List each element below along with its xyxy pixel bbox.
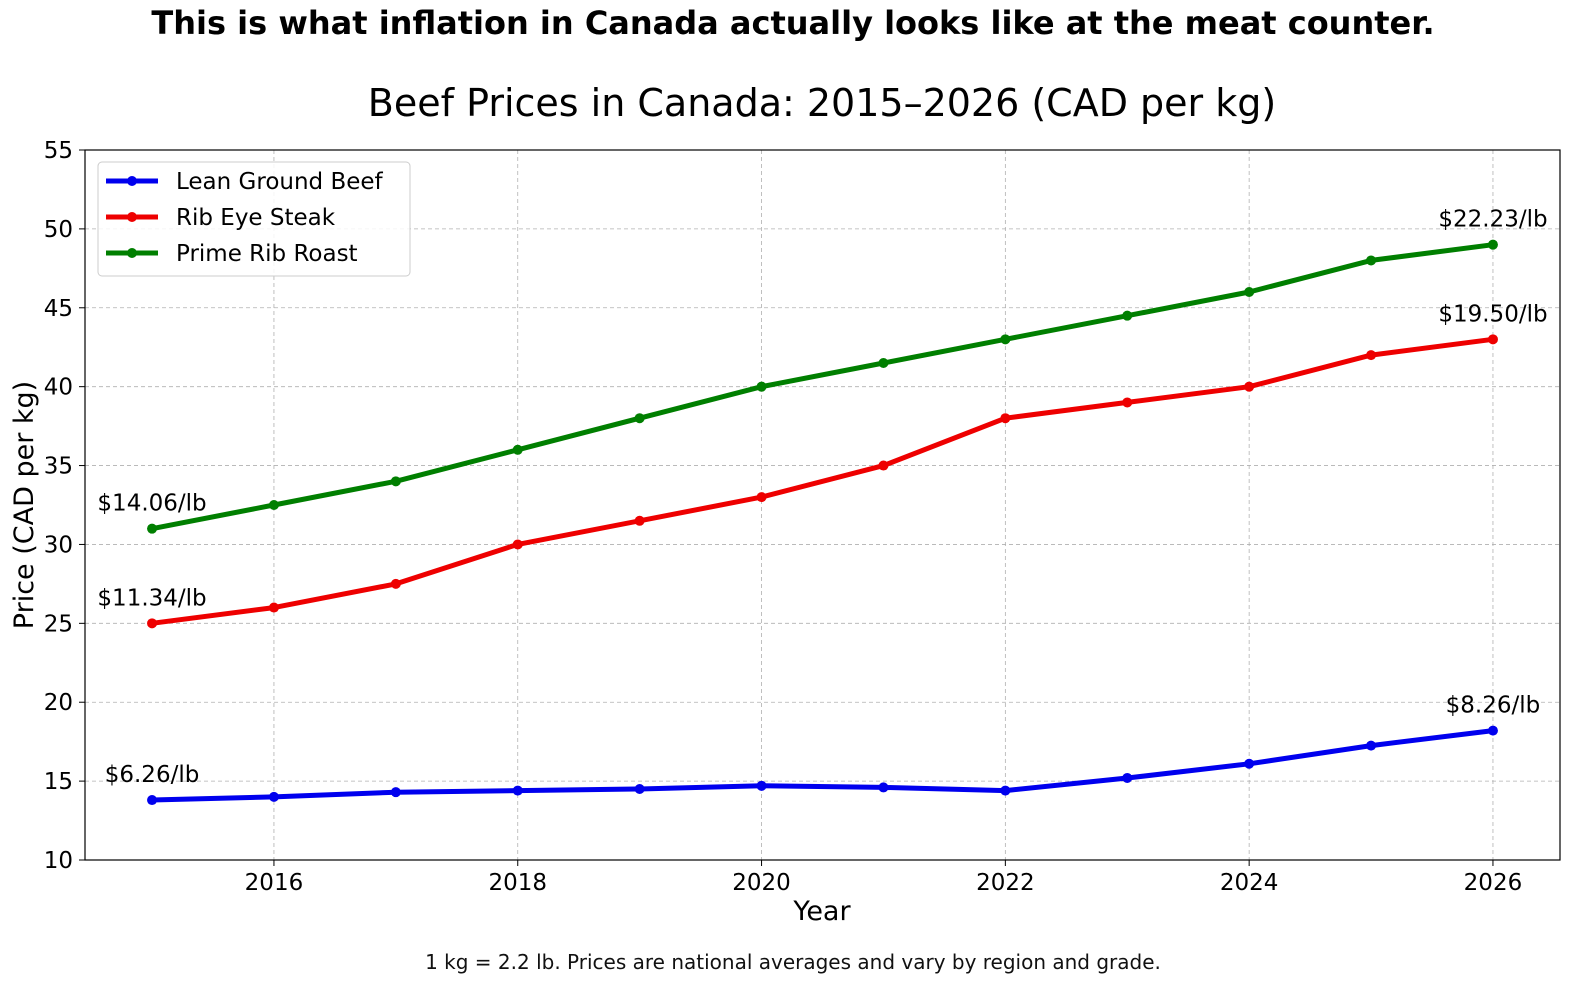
data-point-prime-rib-roast [1366, 255, 1377, 266]
y-tick-label: 50 [44, 217, 73, 243]
axes: 10 15 20 25 30 35 40 45 50 55 2016 2018 2020 2022 2024… [44, 138, 1523, 896]
y-tick-label: 40 [44, 375, 73, 401]
y-tick-label: 25 [44, 611, 73, 637]
data-point-rib-eye-steak [634, 515, 645, 526]
data-point-prime-rib-roast [1122, 310, 1133, 321]
data-point-prime-rib-roast [147, 523, 158, 534]
price-annotations: $6.26/lb $8.26/lb $11.34/lb $19.50/lb $14.06… [97, 207, 1547, 788]
end-price-label: $22.23/lb [1438, 207, 1547, 233]
series-line-lean-ground-beef [149, 728, 1496, 803]
start-price-label: $6.26/lb [105, 762, 200, 788]
legend-label-prime-rib-roast: Prime Rib Roast [176, 241, 358, 267]
start-price-label: $14.06/lb [97, 491, 206, 517]
data-point-rib-eye-steak [1244, 381, 1255, 392]
legend-marker [127, 176, 137, 186]
data-point-prime-rib-roast [512, 444, 523, 455]
legend-marker [127, 212, 137, 222]
data-point-rib-eye-steak [1000, 413, 1011, 424]
x-tick-label: 2022 [976, 870, 1035, 896]
plot-frame [84, 149, 1561, 861]
end-price-label: $8.26/lb [1446, 693, 1541, 719]
x-tick-label: 2018 [488, 870, 547, 896]
y-tick-label: 20 [44, 690, 73, 716]
data-point-prime-rib-roast [1000, 334, 1011, 345]
y-tick-label: 15 [44, 769, 73, 795]
y-tick-label: 55 [44, 138, 73, 164]
data-point-lean-ground-beef [268, 791, 279, 802]
data-point-lean-ground-beef [1487, 725, 1498, 736]
data-point-prime-rib-roast [1244, 287, 1255, 297]
data-point-lean-ground-beef [756, 780, 767, 791]
data-point-lean-ground-beef [512, 785, 523, 796]
legend-label-rib-eye-steak: Rib Eye Steak [176, 205, 336, 231]
data-point-lean-ground-beef [634, 784, 645, 794]
y-tick-label: 45 [44, 296, 73, 322]
data-point-rib-eye-steak [268, 602, 279, 613]
data-point-rib-eye-steak [1487, 334, 1498, 345]
data-point-rib-eye-steak [512, 539, 523, 550]
start-price-label: $11.34/lb [97, 585, 206, 611]
data-point-rib-eye-steak [390, 578, 401, 589]
data-point-prime-rib-roast [756, 381, 767, 392]
x-axis-label: Year [792, 896, 851, 927]
data-point-lean-ground-beef [390, 787, 401, 798]
legend-box [97, 161, 411, 277]
data-point-lean-ground-beef [1122, 772, 1133, 783]
data-point-rib-eye-steak [147, 618, 158, 629]
legend-label-lean-ground-beef: Lean Ground Beef [176, 169, 384, 195]
data-point-rib-eye-steak [1366, 350, 1377, 361]
y-tick-label: 30 [44, 532, 73, 558]
end-price-label: $19.50/lb [1438, 301, 1547, 327]
x-tick-label: 2016 [245, 870, 304, 896]
data-point-lean-ground-beef [1244, 758, 1255, 769]
x-tick-label: 2024 [1220, 870, 1279, 896]
data-point-lean-ground-beef [147, 795, 158, 806]
data-point-prime-rib-roast [634, 413, 645, 424]
y-tick-label: 10 [44, 848, 73, 874]
data-point-rib-eye-steak [756, 492, 767, 503]
data-point-prime-rib-roast [1487, 239, 1498, 250]
data-point-lean-ground-beef [1000, 785, 1011, 796]
y-axis-label: Price (CAD per kg) [9, 381, 40, 629]
data-point-lean-ground-beef [1366, 740, 1377, 751]
headline: This is what inflation in Canada actuall… [151, 4, 1435, 42]
y-tick-label: 35 [44, 454, 73, 480]
data-point-rib-eye-steak [878, 460, 889, 471]
data-point-prime-rib-roast [268, 500, 279, 510]
legend-marker [127, 248, 137, 258]
series-line-prime-rib-roast [149, 242, 1496, 532]
data-point-lean-ground-beef [878, 782, 889, 793]
series-line-rib-eye-steak [149, 336, 1496, 626]
footnote: 1 kg = 2.2 lb. Prices are national avera… [425, 950, 1161, 974]
data-point-prime-rib-roast [878, 358, 889, 368]
series-lines [147, 239, 1498, 806]
legend: Lean Ground Beef Rib Eye Steak Prime Rib R… [97, 161, 411, 277]
x-tick-label: 2020 [732, 870, 791, 896]
data-point-prime-rib-roast [390, 476, 401, 487]
chart-title: Beef Prices in Canada: 2015–2026 (CAD pe… [368, 81, 1276, 125]
x-tick-label: 2026 [1464, 870, 1523, 896]
data-point-rib-eye-steak [1122, 397, 1133, 408]
